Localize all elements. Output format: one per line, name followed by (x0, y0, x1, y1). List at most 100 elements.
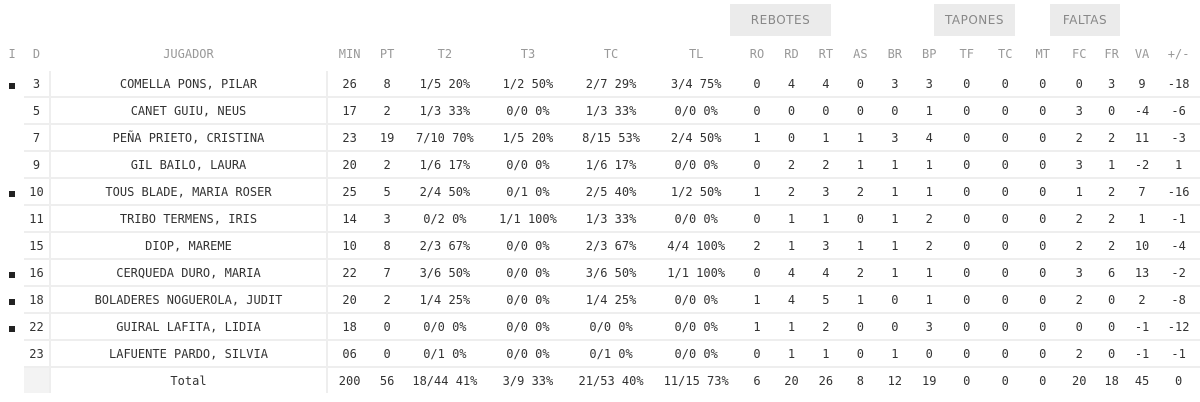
stat-cell-tf: 0 (946, 98, 988, 125)
column-header-fr-19[interactable]: FR (1096, 36, 1127, 71)
total-label: Total (48, 368, 329, 393)
stat-cell-pt: 2 (370, 98, 404, 125)
dorsal-cell: 10 (24, 179, 49, 206)
stat-cell-tcb: 0 (987, 98, 1024, 125)
player-name-cell[interactable]: COMELLA PONS, PILAR (48, 71, 329, 98)
starter-marker-icon (9, 325, 16, 332)
stat-cell-t3: 0/0 0% (486, 314, 570, 341)
stat-cell-fr: 2 (1096, 125, 1127, 152)
stat-cell-t2: 1/3 33% (403, 98, 487, 125)
player-name-cell[interactable]: CANET GUIU, NEUS (48, 98, 329, 125)
stat-cell-bp: 1 (912, 179, 947, 206)
player-name-cell[interactable]: TRIBO TERMENS, IRIS (48, 206, 329, 233)
stat-cell-as: 0 (843, 314, 878, 341)
player-name-cell[interactable]: BOLADERES NOGUEROLA, JUDIT (48, 287, 329, 314)
column-header-t3-6[interactable]: T3 (486, 36, 570, 71)
column-header-fc-18[interactable]: FC (1062, 36, 1097, 71)
total-cell-tc: 21/53 40% (578, 373, 644, 388)
stat-cell-fc: 3 (1062, 260, 1097, 287)
column-header-mt-17[interactable]: MT (1023, 36, 1062, 71)
stat-cell-rd: 4 (774, 260, 809, 287)
column-header-as-12[interactable]: AS (843, 36, 878, 71)
column-header-plus-minus-21[interactable]: +/- (1157, 36, 1200, 71)
player-name-cell[interactable]: DIOP, MAREME (48, 233, 329, 260)
column-header-tc-16[interactable]: TC (987, 36, 1024, 71)
stat-cell-t2: 2/4 50% (403, 179, 487, 206)
stat-cell-va: 2 (1126, 287, 1158, 314)
player-name-cell[interactable]: CERQUEDA DURO, MARIA (48, 260, 329, 287)
column-header-t2-5[interactable]: T2 (403, 36, 487, 71)
stat-cell-tl: 1/1 100% (652, 260, 740, 287)
stat-cell-tcb: 0 (987, 314, 1024, 341)
stat-cell-t3: 0/0 0% (486, 98, 570, 125)
stat-cell-va: 11 (1126, 125, 1158, 152)
stat-cell-t3: 0/0 0% (486, 287, 570, 314)
stat-cell-va: -1 (1126, 341, 1158, 368)
total-cell-mt: 0 (1039, 373, 1047, 388)
total-cell-t2: 18/44 41% (412, 373, 478, 388)
column-header-pt-4[interactable]: PT (370, 36, 404, 71)
column-header-jugador-2[interactable]: JUGADOR (48, 36, 329, 71)
stat-cell-tcb: 0 (987, 260, 1024, 287)
player-name-cell[interactable]: TOUS BLADE, MARIA ROSER (48, 179, 329, 206)
column-header-tl-8[interactable]: TL (652, 36, 740, 71)
dorsal-cell: 3 (24, 71, 49, 98)
table-body: 3 COMELLA PONS, PILAR 26 8 1/5 20% 1/2 50% 2/7… (0, 71, 1200, 393)
column-header-rt-11[interactable]: RT (808, 36, 844, 71)
group-header-rebotes: REBOTES (730, 4, 831, 36)
stat-cell-fr: 2 (1096, 233, 1127, 260)
stat-cell-fr: 0 (1096, 98, 1127, 125)
stat-cell-tf: 0 (946, 287, 988, 314)
stat-cell-tf: 0 (946, 152, 988, 179)
stat-cell-t2: 0/2 0% (403, 206, 487, 233)
player-name-cell[interactable]: GIL BAILO, LAURA (48, 152, 329, 179)
column-header-min-3[interactable]: MIN (328, 36, 371, 71)
stat-cell-tf: 0 (946, 179, 988, 206)
table-row: 23 LAFUENTE PARDO, SILVIA 06 0 0/1 0% 0/0 0% 0… (0, 341, 1200, 368)
stat-cell-tcb: 0 (987, 179, 1024, 206)
column-header-bp-14[interactable]: BP (912, 36, 947, 71)
column-header-i-0[interactable]: I (0, 36, 25, 71)
player-name-cell[interactable]: PEÑA PRIETO, CRISTINA (48, 125, 329, 152)
stat-cell-fc: 0 (1062, 314, 1097, 341)
stat-cell-tc: 3/6 50% (569, 260, 653, 287)
stat-cell-br: 0 (877, 314, 913, 341)
stat-cell-min: 17 (328, 98, 371, 125)
column-header-rd-10[interactable]: RD (774, 36, 809, 71)
stat-cell-pm: -1 (1157, 206, 1200, 233)
stat-cell-ro: 1 (739, 125, 775, 152)
total-cell-t3: 3/9 33% (502, 373, 554, 388)
stat-cell-min: 25 (328, 179, 371, 206)
column-header-va-20[interactable]: VA (1126, 36, 1158, 71)
dorsal-cell: 15 (24, 233, 49, 260)
stat-cell-tl: 3/4 75% (652, 71, 740, 98)
stat-cell-ro: 1 (739, 179, 775, 206)
dorsal-cell: 23 (24, 341, 49, 368)
stat-cell-as: 2 (843, 179, 878, 206)
stat-cell-t3: 0/1 0% (486, 179, 570, 206)
player-name-cell[interactable]: GUIRAL LAFITA, LIDIA (48, 314, 329, 341)
stat-cell-tl: 1/2 50% (652, 179, 740, 206)
stat-cell-va: 13 (1126, 260, 1158, 287)
stat-cell-pt: 0 (370, 314, 404, 341)
stat-cell-tcb: 0 (987, 125, 1024, 152)
column-header-tc-7[interactable]: TC (569, 36, 653, 71)
column-header-tf-15[interactable]: TF (946, 36, 988, 71)
stat-cell-rt: 3 (808, 179, 844, 206)
stat-cell-mt: 0 (1023, 152, 1062, 179)
stat-cell-rt: 1 (808, 125, 844, 152)
dorsal-cell: 18 (24, 287, 49, 314)
column-header-d-1[interactable]: D (24, 36, 49, 71)
stat-cell-tl: 0/0 0% (652, 152, 740, 179)
player-name-cell[interactable]: LAFUENTE PARDO, SILVIA (48, 341, 329, 368)
stat-cell-pm: -1 (1157, 341, 1200, 368)
column-header-ro-9[interactable]: RO (739, 36, 775, 71)
dorsal-cell: 16 (24, 260, 49, 287)
stat-cell-br: 0 (877, 98, 913, 125)
column-header-br-13[interactable]: BR (877, 36, 913, 71)
stat-cell-bp: 0 (912, 341, 947, 368)
stat-cell-br: 3 (877, 71, 913, 98)
stat-cell-tcb: 0 (987, 233, 1024, 260)
stat-cell-t2: 1/5 20% (403, 71, 487, 98)
stat-cell-pm: -16 (1157, 179, 1200, 206)
